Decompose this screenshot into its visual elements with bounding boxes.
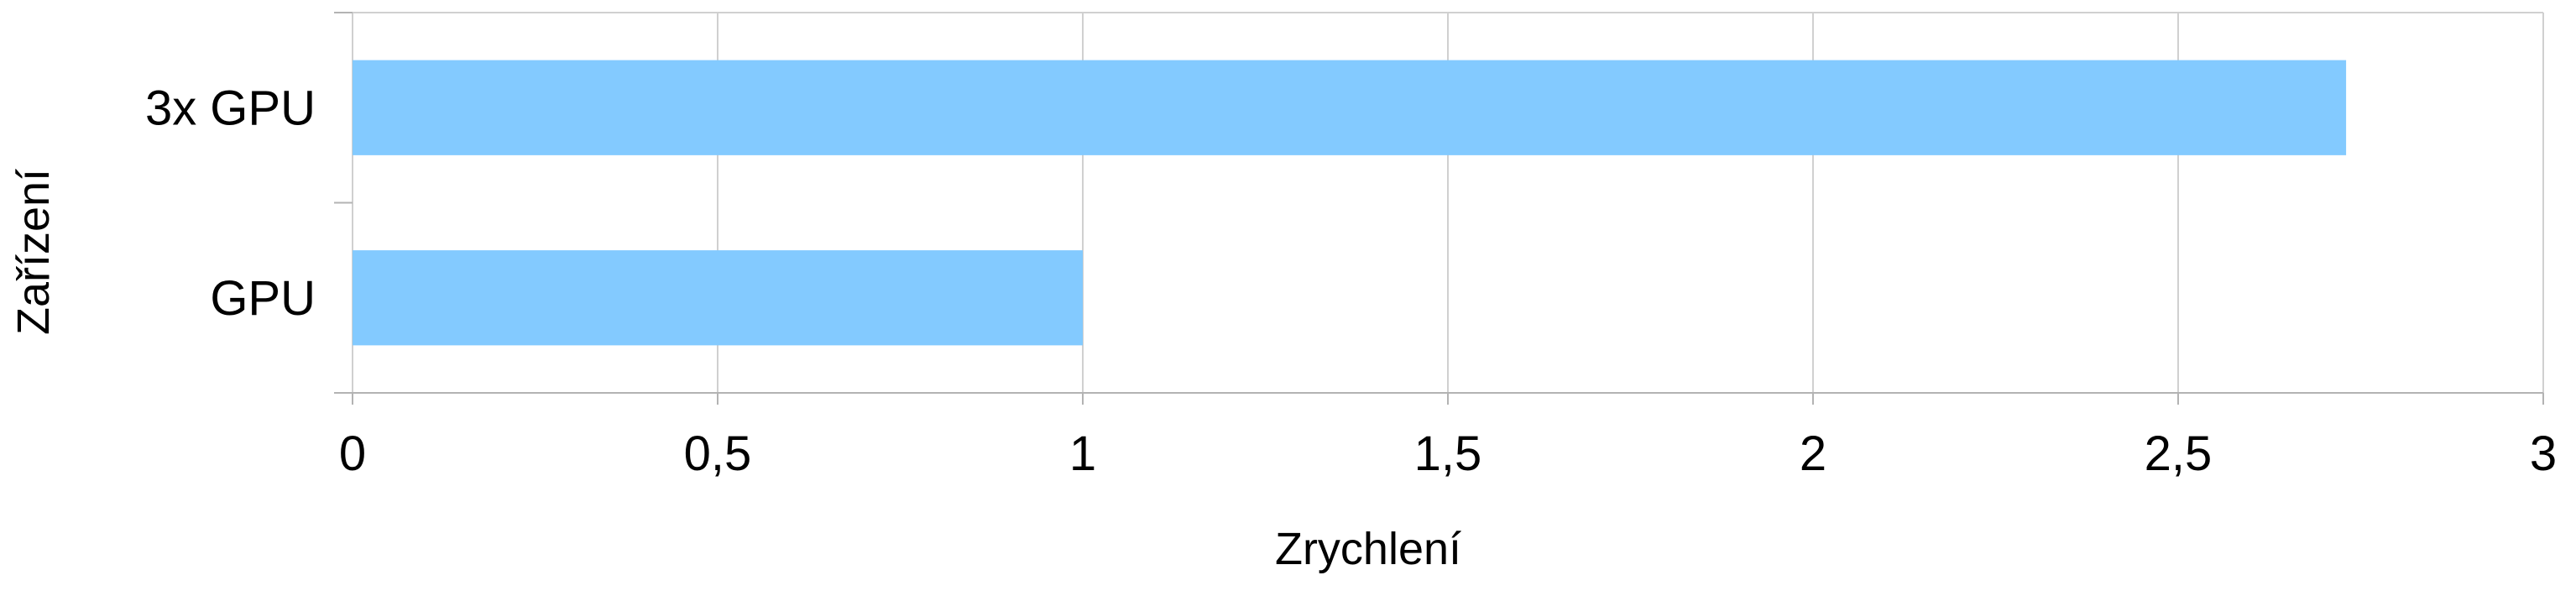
x-tick-label: 1 xyxy=(1069,426,1096,481)
x-axis-title: Zrychlení xyxy=(1275,524,1461,574)
x-tick-label: 2 xyxy=(1800,426,1826,481)
x-tick-label: 0,5 xyxy=(684,426,752,481)
axis-layer xyxy=(334,12,2544,405)
category-label: 3x GPU xyxy=(145,81,316,135)
bar-layer xyxy=(353,60,2347,346)
x-tick-label: 2,5 xyxy=(2145,426,2213,481)
x-tick-label: 0 xyxy=(339,426,366,481)
y-axis-title: Zařízení xyxy=(8,169,59,335)
bar xyxy=(353,250,1083,346)
x-tick-label: 1,5 xyxy=(1414,426,1482,481)
category-label: GPU xyxy=(210,271,316,326)
bar xyxy=(353,60,2347,155)
x-tick-label: 3 xyxy=(2530,426,2557,481)
label-layer: 0 0,5 1 1,5 2 2,5 3 3x GPU GPU xyxy=(145,81,2557,481)
